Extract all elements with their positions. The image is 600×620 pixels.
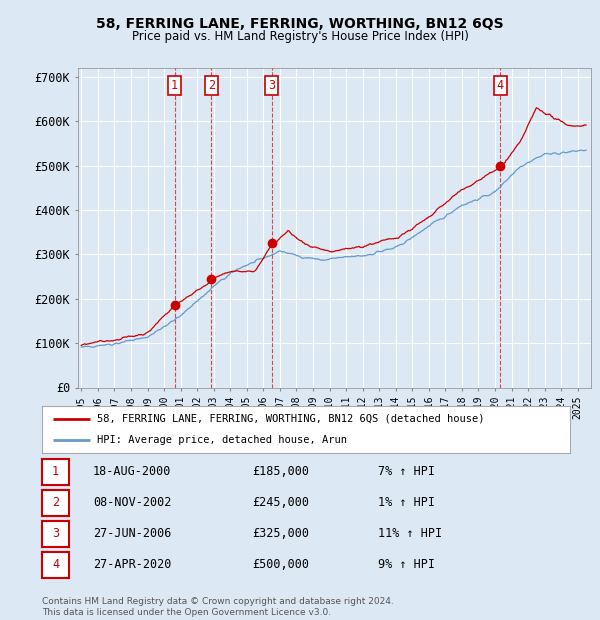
Text: Contains HM Land Registry data © Crown copyright and database right 2024.
This d: Contains HM Land Registry data © Crown c… (42, 598, 394, 617)
Text: 4: 4 (52, 559, 59, 571)
Text: £325,000: £325,000 (252, 528, 309, 540)
Text: 58, FERRING LANE, FERRING, WORTHING, BN12 6QS: 58, FERRING LANE, FERRING, WORTHING, BN1… (96, 17, 504, 32)
Text: 3: 3 (52, 528, 59, 540)
Text: 58, FERRING LANE, FERRING, WORTHING, BN12 6QS (detached house): 58, FERRING LANE, FERRING, WORTHING, BN1… (97, 414, 485, 423)
Text: 7% ↑ HPI: 7% ↑ HPI (378, 466, 435, 478)
Text: 4: 4 (497, 79, 504, 92)
Text: 1: 1 (52, 466, 59, 478)
Text: 08-NOV-2002: 08-NOV-2002 (93, 497, 172, 509)
Text: Price paid vs. HM Land Registry's House Price Index (HPI): Price paid vs. HM Land Registry's House … (131, 30, 469, 43)
Text: 3: 3 (268, 79, 275, 92)
Text: £185,000: £185,000 (252, 466, 309, 478)
Text: 27-JUN-2006: 27-JUN-2006 (93, 528, 172, 540)
Text: £500,000: £500,000 (252, 559, 309, 571)
Text: 2: 2 (208, 79, 215, 92)
Text: HPI: Average price, detached house, Arun: HPI: Average price, detached house, Arun (97, 435, 347, 445)
Text: 1: 1 (171, 79, 178, 92)
Text: 9% ↑ HPI: 9% ↑ HPI (378, 559, 435, 571)
Text: 11% ↑ HPI: 11% ↑ HPI (378, 528, 442, 540)
Text: 1% ↑ HPI: 1% ↑ HPI (378, 497, 435, 509)
Text: 27-APR-2020: 27-APR-2020 (93, 559, 172, 571)
Text: 18-AUG-2000: 18-AUG-2000 (93, 466, 172, 478)
Text: 2: 2 (52, 497, 59, 509)
Text: £245,000: £245,000 (252, 497, 309, 509)
